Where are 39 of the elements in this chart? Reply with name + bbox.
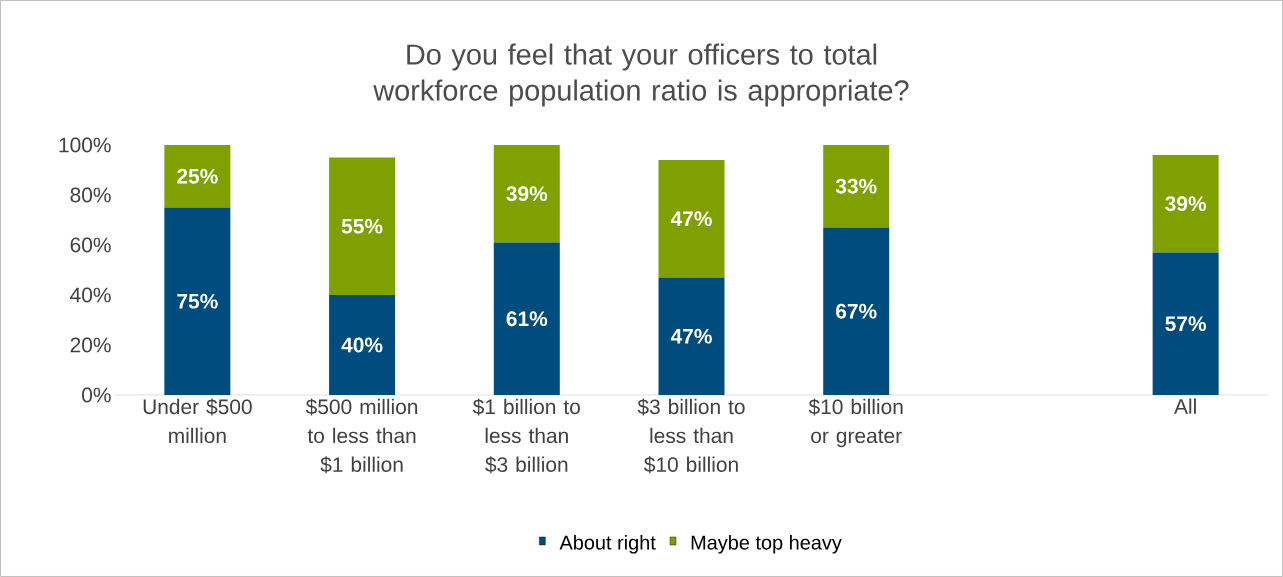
bar — [493, 144, 560, 243]
bar — [493, 242, 560, 395]
data-label: 57% — [1165, 316, 1207, 332]
y-tick-label: 100% — [59, 137, 111, 153]
y-tick-label: 80% — [70, 187, 111, 203]
bar — [164, 207, 231, 395]
data-label: 61% — [506, 311, 548, 327]
data-label: 67% — [836, 303, 877, 319]
data-label: 55% — [341, 218, 383, 234]
bar — [1152, 252, 1219, 395]
bar — [658, 159, 725, 278]
x-tick-label: $500 million to less than $1 billion — [305, 398, 418, 474]
data-label: 75% — [177, 293, 218, 309]
x-tick-label: Under $500 million — [143, 398, 252, 444]
data-label: 47% — [670, 211, 712, 227]
bar — [1152, 154, 1219, 253]
bar — [329, 157, 396, 295]
x-tick-label: $3 billion to less than $10 billion — [637, 398, 745, 474]
bar — [329, 294, 396, 395]
y-tick-label: 0% — [82, 387, 111, 403]
data-label: 33% — [835, 178, 877, 194]
y-tick-label: 60% — [70, 237, 111, 253]
data-label: 39% — [506, 186, 548, 202]
legend-label: Maybe top heavy — [691, 535, 842, 554]
y-tick-label: 40% — [70, 287, 111, 303]
legend-label: About right — [559, 535, 656, 554]
bar — [658, 277, 725, 395]
data-label: 39% — [1165, 196, 1207, 212]
data-label: 47% — [670, 328, 712, 344]
data-label: 25% — [177, 168, 218, 184]
chart-title: Do you feel that your officers to total workforce population ratio is appropriate? — [373, 43, 909, 107]
bar — [823, 227, 890, 395]
y-tick-label: 20% — [70, 337, 111, 353]
bar — [823, 144, 890, 228]
bar — [164, 144, 231, 208]
data-label: 40% — [341, 337, 383, 353]
x-tick-label: $1 billion to less than $3 billion — [472, 398, 580, 474]
x-tick-label: All — [1174, 398, 1196, 414]
x-tick-label: $10 billion or greater — [808, 398, 903, 448]
